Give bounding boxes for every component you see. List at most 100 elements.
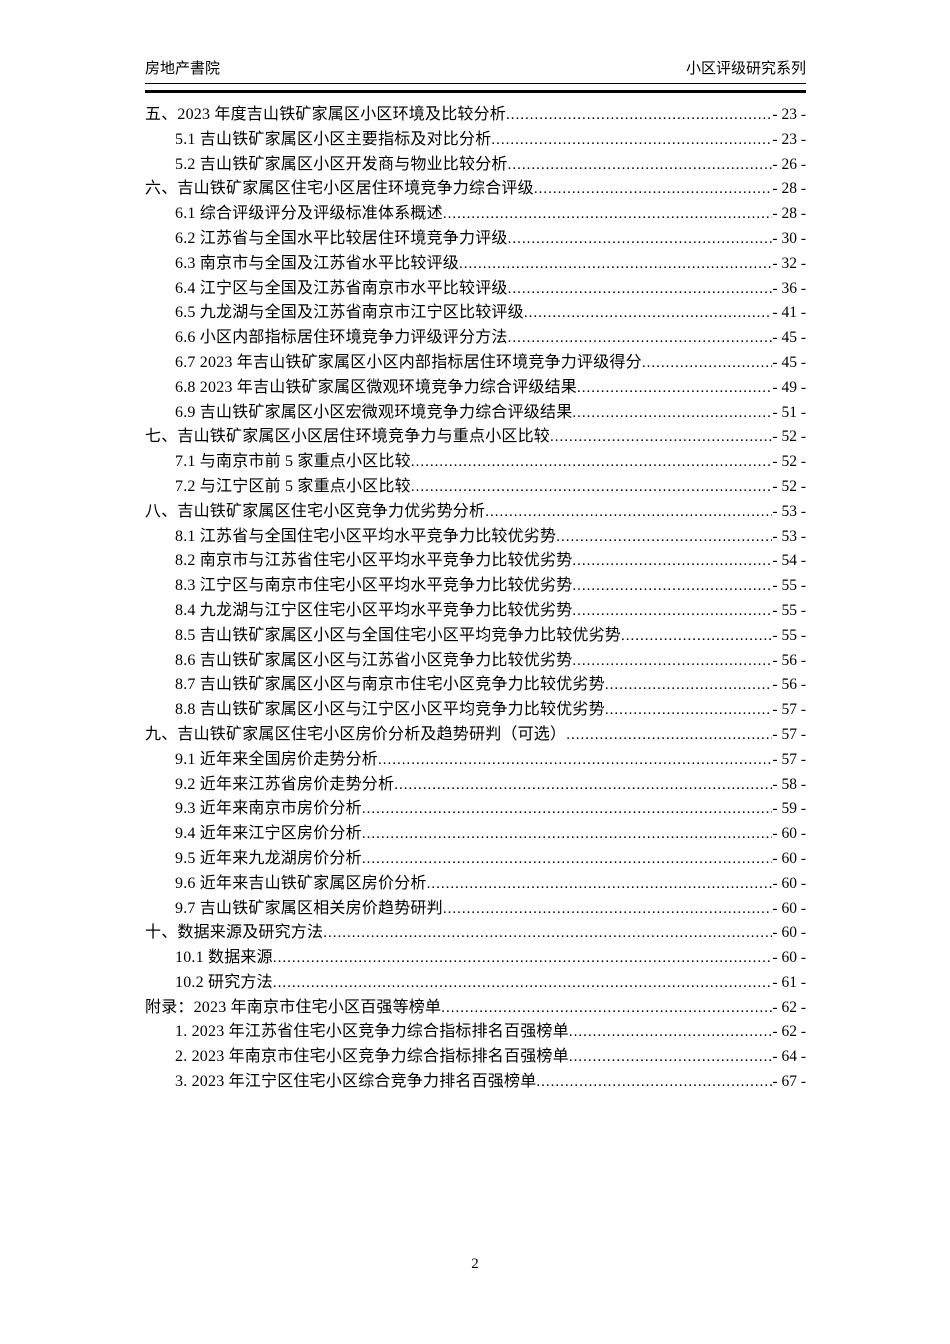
toc-entry-title: 6.1 综合评级评分及评级标准体系概述 xyxy=(175,205,443,223)
toc-entry-page: - 60 - xyxy=(772,899,806,917)
toc-entry-title: 6.3 南京市与全国及江苏省水平比较评级 xyxy=(175,254,460,272)
toc-entry-title: 6.5 九龙湖与全国及江苏省南京市江宁区比较评级 xyxy=(175,304,524,322)
toc-entry[interactable]: 7.2 与江宁区前 5 家重点小区比较 - 52 - xyxy=(145,475,806,500)
toc-entry[interactable]: 5.2 吉山铁矿家属区小区开发商与物业比较分析 - 26 - xyxy=(145,153,806,178)
toc-entry[interactable]: 6.6 小区内部指标居住环境竞争力评级评分方法 - 45 - xyxy=(145,326,806,351)
toc-entry[interactable]: 6.3 南京市与全国及江苏省水平比较评级 - 32 - xyxy=(145,252,806,277)
dot-leader xyxy=(441,996,772,1021)
dot-leader xyxy=(536,1070,772,1095)
toc-entry[interactable]: 6.7 2023 年吉山铁矿家属区小区内部指标居住环境竞争力评级得分 - 45 … xyxy=(145,351,806,376)
toc-entry-page: - 52 - xyxy=(772,453,806,471)
toc-entry[interactable]: 9.5 近年来九龙湖房价分析 - 60 - xyxy=(145,847,806,872)
toc-entry[interactable]: 9.7 吉山铁矿家属区相关房价趋势研判 - 60 - xyxy=(145,897,806,922)
toc-entry-title: 9.1 近年来全国房价走势分析 xyxy=(175,750,379,768)
toc-entry[interactable]: 8.8 吉山铁矿家属区小区与江宁区小区平均竞争力比较优劣势 - 57 - xyxy=(145,698,806,723)
toc-entry[interactable]: 10.1 数据来源 - 60 - xyxy=(145,946,806,971)
toc-entry[interactable]: 6.8 2023 年吉山铁矿家属区微观环境竞争力综合评级结果 - 49 - xyxy=(145,376,806,401)
toc-entry-title: 六、吉山铁矿家属区住宅小区居住环境竞争力综合评级 xyxy=(145,180,534,198)
toc-entry-page: - 49 - xyxy=(772,378,806,396)
toc-entry-title: 七、吉山铁矿家属区小区居住环境竞争力与重点小区比较 xyxy=(145,428,551,446)
dot-leader xyxy=(534,177,773,202)
toc-entry-page: - 64 - xyxy=(772,1048,806,1066)
toc-entry-page: - 52 - xyxy=(772,477,806,495)
page-footer: 2 xyxy=(0,1256,950,1273)
toc-entry-page: - 30 - xyxy=(772,229,806,247)
toc-entry-page: - 45 - xyxy=(772,329,806,347)
toc-entry[interactable]: 9.6 近年来吉山铁矿家属区房价分析 - 60 - xyxy=(145,872,806,897)
dot-leader xyxy=(556,525,772,550)
toc-entry[interactable]: 五、2023 年度吉山铁矿家属区小区环境及比较分析 - 23 - xyxy=(145,103,806,128)
toc-entry[interactable]: 8.7 吉山铁矿家属区小区与南京市住宅小区竞争力比较优劣势 - 56 - xyxy=(145,673,806,698)
toc-entry[interactable]: 6.5 九龙湖与全国及江苏省南京市江宁区比较评级 - 41 - xyxy=(145,301,806,326)
toc-entry-title: 10.2 研究方法 xyxy=(175,973,273,991)
toc-entry[interactable]: 9.1 近年来全国房价走势分析 - 57 - xyxy=(145,748,806,773)
toc-entry-title: 8.7 吉山铁矿家属区小区与南京市住宅小区竞争力比较优劣势 xyxy=(175,676,605,694)
toc-entry[interactable]: 10.2 研究方法 - 61 - xyxy=(145,971,806,996)
dot-leader xyxy=(273,971,773,996)
toc-entry-page: - 67 - xyxy=(772,1073,806,1091)
toc-entry-page: - 57 - xyxy=(772,725,806,743)
toc-entry[interactable]: 9.4 近年来江宁区房价分析 - 60 - xyxy=(145,822,806,847)
toc-entry-title: 8.4 九龙湖与江宁区住宅小区平均水平竞争力比较优劣势 xyxy=(175,601,573,619)
toc-entry-page: - 59 - xyxy=(772,800,806,818)
toc-entry-title: 8.6 吉山铁矿家属区小区与江苏省小区竞争力比较优劣势 xyxy=(175,651,573,669)
toc-entry[interactable]: 九、吉山铁矿家属区住宅小区房价分析及趋势研判（可选） - 57 - xyxy=(145,723,806,748)
toc-entry-page: - 52 - xyxy=(772,428,806,446)
toc-entry-page: - 56 - xyxy=(772,676,806,694)
toc-entry-page: - 57 - xyxy=(772,701,806,719)
table-of-contents: 五、2023 年度吉山铁矿家属区小区环境及比较分析 - 23 - 5.1 吉山铁… xyxy=(145,103,806,1095)
toc-entry-title: 1. 2023 年江苏省住宅小区竞争力综合指标排名百强榜单 xyxy=(175,1023,569,1041)
toc-entry-title: 八、吉山铁矿家属区住宅小区竞争力优劣势分析 xyxy=(145,502,486,520)
toc-entry[interactable]: 6.1 综合评级评分及评级标准体系概述 - 28 - xyxy=(145,202,806,227)
toc-entry-title: 九、吉山铁矿家属区住宅小区房价分析及趋势研判（可选） xyxy=(145,725,567,743)
toc-entry-title: 6.6 小区内部指标居住环境竞争力评级评分方法 xyxy=(175,329,508,347)
toc-entry[interactable]: 8.6 吉山铁矿家属区小区与江苏省小区竞争力比较优劣势 - 56 - xyxy=(145,649,806,674)
dot-leader xyxy=(572,649,772,674)
toc-entry[interactable]: 六、吉山铁矿家属区住宅小区居住环境竞争力综合评级 - 28 - xyxy=(145,177,806,202)
toc-entry[interactable]: 8.2 南京市与江苏省住宅小区平均水平竞争力比较优劣势 - 54 - xyxy=(145,549,806,574)
toc-entry-title: 9.6 近年来吉山铁矿家属区房价分析 xyxy=(175,874,427,892)
toc-entry[interactable]: 8.5 吉山铁矿家属区小区与全国住宅小区平均竞争力比较优劣势 - 55 - xyxy=(145,624,806,649)
toc-entry-page: - 60 - xyxy=(772,825,806,843)
toc-entry[interactable]: 八、吉山铁矿家属区住宅小区竞争力优劣势分析 - 53 - xyxy=(145,500,806,525)
toc-entry-title: 8.3 江宁区与南京市住宅小区平均水平竞争力比较优劣势 xyxy=(175,577,573,595)
toc-entry[interactable]: 9.2 近年来江苏省房价走势分析 - 58 - xyxy=(145,773,806,798)
toc-entry-title: 5.1 吉山铁矿家属区小区主要指标及对比分析 xyxy=(175,130,492,148)
toc-entry-title: 2. 2023 年南京市住宅小区竞争力综合指标排名百强榜单 xyxy=(175,1048,569,1066)
toc-entry[interactable]: 6.4 江宁区与全国及江苏省南京市水平比较评级 - 36 - xyxy=(145,277,806,302)
dot-leader xyxy=(605,673,773,698)
toc-entry[interactable]: 5.1 吉山铁矿家属区小区主要指标及对比分析 - 23 - xyxy=(145,128,806,153)
toc-entry-title: 7.2 与江宁区前 5 家重点小区比较 xyxy=(175,477,411,495)
toc-entry[interactable]: 8.4 九龙湖与江宁区住宅小区平均水平竞争力比较优劣势 - 55 - xyxy=(145,599,806,624)
toc-entry-page: - 60 - xyxy=(772,874,806,892)
toc-entry-page: - 62 - xyxy=(772,1023,806,1041)
toc-entry-page: - 55 - xyxy=(772,601,806,619)
toc-entry[interactable]: 2. 2023 年南京市住宅小区竞争力综合指标排名百强榜单 - 64 - xyxy=(145,1045,806,1070)
dot-leader xyxy=(572,549,772,574)
header-left-title: 房地产書院 xyxy=(145,61,221,77)
toc-entry[interactable]: 7.1 与南京市前 5 家重点小区比较 - 52 - xyxy=(145,450,806,475)
dot-leader xyxy=(572,599,772,624)
toc-entry-title: 8.5 吉山铁矿家属区小区与全国住宅小区平均竞争力比较优劣势 xyxy=(175,626,622,644)
toc-entry[interactable]: 9.3 近年来南京市房价分析 - 59 - xyxy=(145,797,806,822)
toc-entry-page: - 32 - xyxy=(772,254,806,272)
header-rule xyxy=(145,90,806,93)
toc-entry-title: 6.4 江宁区与全国及江苏省南京市水平比较评级 xyxy=(175,279,508,297)
toc-entry[interactable]: 8.3 江宁区与南京市住宅小区平均水平竞争力比较优劣势 - 55 - xyxy=(145,574,806,599)
toc-entry[interactable]: 8.1 江苏省与全国住宅小区平均水平竞争力比较优劣势 - 53 - xyxy=(145,525,806,550)
toc-entry-page: - 23 - xyxy=(772,106,806,123)
toc-entry-page: - 55 - xyxy=(772,577,806,595)
toc-entry-title: 8.8 吉山铁矿家属区小区与江宁区小区平均竞争力比较优劣势 xyxy=(175,701,605,719)
toc-entry[interactable]: 七、吉山铁矿家属区小区居住环境竞争力与重点小区比较 - 52 - xyxy=(145,425,806,450)
toc-entry[interactable]: 6.9 吉山铁矿家属区小区宏微观环境竞争力综合评级结果 - 51 - xyxy=(145,401,806,426)
dot-leader xyxy=(362,822,773,847)
toc-entry[interactable]: 6.2 江苏省与全国水平比较居住环境竞争力评级 - 30 - xyxy=(145,227,806,252)
toc-entry-page: - 60 - xyxy=(772,924,806,942)
toc-entry[interactable]: 附录：2023 年南京市住宅小区百强等榜单 - 62 - xyxy=(145,996,806,1021)
toc-entry[interactable]: 十、数据来源及研究方法 - 60 - xyxy=(145,921,806,946)
toc-entry-page: - 60 - xyxy=(772,849,806,867)
toc-entry[interactable]: 3. 2023 年江宁区住宅小区综合竞争力排名百强榜单 - 67 - xyxy=(145,1070,806,1095)
toc-entry-title: 7.1 与南京市前 5 家重点小区比较 xyxy=(175,453,411,471)
toc-entry[interactable]: 1. 2023 年江苏省住宅小区竞争力综合指标排名百强榜单 - 62 - xyxy=(145,1020,806,1045)
toc-entry-title: 9.7 吉山铁矿家属区相关房价趋势研判 xyxy=(175,899,443,917)
